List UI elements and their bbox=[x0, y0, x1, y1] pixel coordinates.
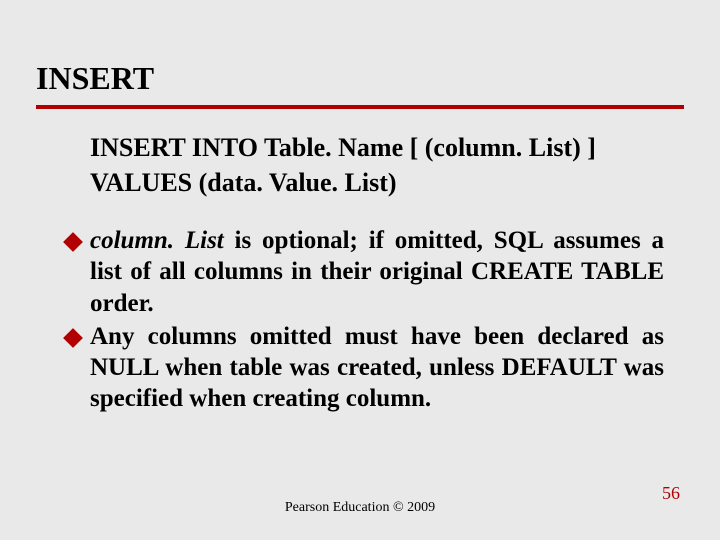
footer-text: Pearson Education © 2009 bbox=[0, 500, 720, 516]
diamond-bullet-icon bbox=[63, 232, 83, 252]
bullet-text-2: Any columns omitted must have been decla… bbox=[90, 321, 664, 415]
slide: INSERT INSERT INTO Table. Name [ (column… bbox=[0, 0, 720, 540]
bullet-text-1: column. List is optional; if omitted, SQ… bbox=[90, 225, 664, 319]
diamond-bullet-icon bbox=[63, 328, 83, 348]
page-number: 56 bbox=[662, 483, 680, 504]
bullet-italic-lead: column. List bbox=[90, 227, 224, 254]
bullet-list: column. List is optional; if omitted, SQ… bbox=[66, 225, 664, 417]
bullet-rest: Any columns omitted must have been decla… bbox=[90, 323, 664, 413]
title-block: INSERT bbox=[36, 60, 684, 109]
list-item: Any columns omitted must have been decla… bbox=[66, 321, 664, 415]
syntax-block: INSERT INTO Table. Name [ (column. List)… bbox=[90, 130, 660, 200]
title-underline bbox=[36, 105, 684, 109]
syntax-line-2: VALUES (data. Value. List) bbox=[90, 165, 660, 200]
syntax-line-1: INSERT INTO Table. Name [ (column. List)… bbox=[90, 130, 660, 165]
list-item: column. List is optional; if omitted, SQ… bbox=[66, 225, 664, 319]
slide-title: INSERT bbox=[36, 60, 684, 103]
